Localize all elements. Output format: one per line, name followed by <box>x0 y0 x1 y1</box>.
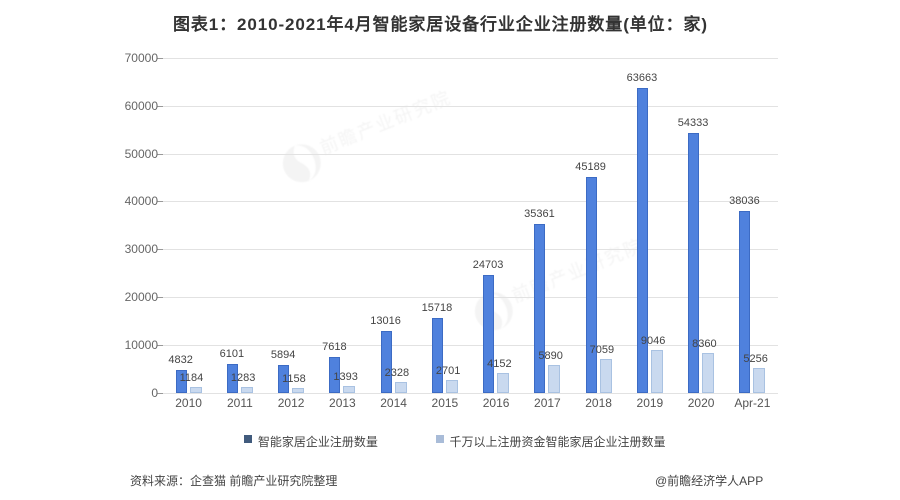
svg-text:前瞻产业研究院: 前瞻产业研究院 <box>317 87 454 158</box>
svg-text:前瞻产业研究院: 前瞻产业研究院 <box>509 235 646 306</box>
